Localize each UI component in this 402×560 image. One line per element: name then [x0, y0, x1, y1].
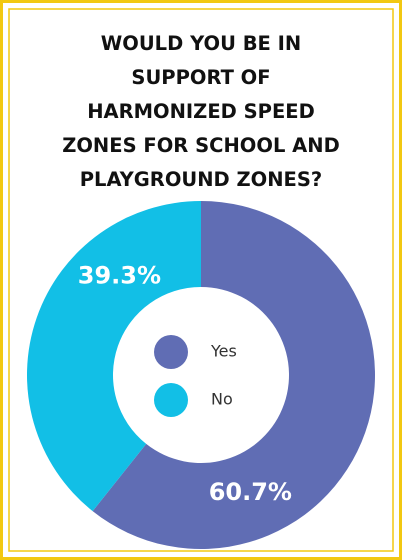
- legend-swatch: [154, 335, 188, 369]
- legend-label: Yes: [210, 342, 237, 361]
- legend-swatch: [154, 383, 188, 417]
- legend-label: No: [211, 390, 233, 409]
- chart-title: WOULD YOU BE IN SUPPORT OF HARMONIZED SPEE…: [62, 32, 340, 191]
- donut-slice: [92, 201, 376, 550]
- data-label: 39.3%: [78, 261, 161, 289]
- data-label: 60.7%: [209, 478, 292, 506]
- donut-slice: [27, 201, 201, 512]
- inner-frame: [8, 8, 394, 552]
